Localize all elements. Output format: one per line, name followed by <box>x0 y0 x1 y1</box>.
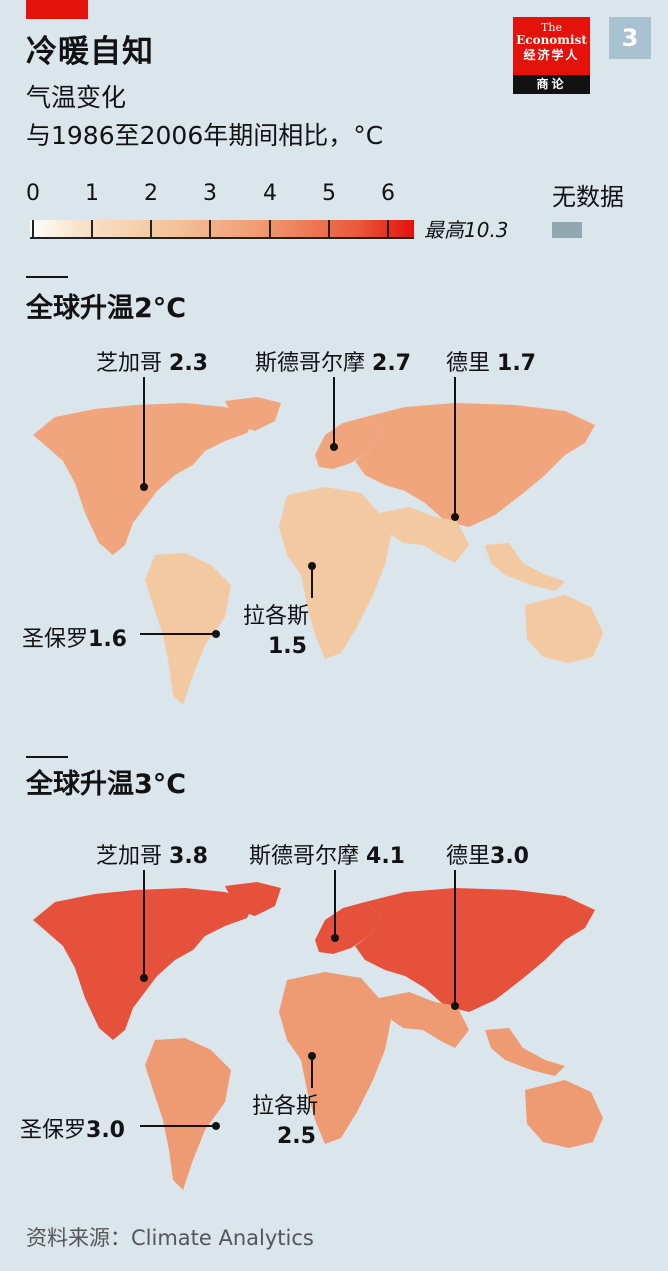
brand-red-bar <box>26 0 88 19</box>
panel2-arabia-india <box>379 992 469 1048</box>
p2-label-saopaulo: 圣保罗3.0 <box>20 1112 125 1144</box>
panel2-world-map <box>33 882 603 1190</box>
p1-leader-saopaulo <box>140 633 216 635</box>
p2-label-lagos-name: 拉各斯 <box>252 1094 319 1119</box>
color-scale-bar <box>30 220 414 238</box>
p2-saopaulo-value: 3.0 <box>86 1118 125 1143</box>
p1-leader-stockholm <box>333 377 335 447</box>
panel1-arabia-india <box>379 507 469 563</box>
scale-tick-3 <box>209 220 211 238</box>
legend-max-label: 最高10.3 <box>424 218 509 242</box>
p2-delhi-value: 3.0 <box>490 844 529 869</box>
p1-leader-lagos <box>311 566 313 598</box>
panel1-greenland <box>225 397 281 431</box>
legend-tick-4: 4 <box>263 181 277 206</box>
p1-label-delhi: 德里 1.7 <box>446 345 536 377</box>
scale-baseline <box>30 237 414 239</box>
scale-tick-0 <box>32 220 34 238</box>
scale-tick-4 <box>269 220 271 238</box>
panel1-rule <box>26 276 68 278</box>
panel2-title: 全球升温3°C <box>26 769 187 800</box>
logo-economist: Economist <box>516 33 587 47</box>
p1-saopaulo-value: 1.6 <box>88 627 127 652</box>
economist-logo: The Economist 经济学人 商论 <box>513 17 590 94</box>
p1-leader-chicago <box>143 377 145 487</box>
p2-leader-saopaulo <box>140 1125 216 1127</box>
p2-dot-stockholm <box>331 934 339 942</box>
p1-label-stockholm: 斯德哥尔摩 2.7 <box>255 345 411 377</box>
panel1-africa <box>279 487 391 659</box>
panel2-asia <box>355 888 595 1012</box>
chart-subtitle-period: 与1986至2006年期间相比，°C <box>26 121 384 150</box>
panel1-south-america <box>145 553 231 705</box>
p1-saopaulo-name: 圣保罗 <box>22 627 89 652</box>
legend-tick-1: 1 <box>85 181 99 206</box>
scale-tick-6 <box>387 220 389 238</box>
p2-leader-chicago <box>143 870 145 978</box>
p2-dot-delhi <box>451 1002 459 1010</box>
panel1-title: 全球升温2°C <box>26 293 187 324</box>
logo-bottom: 商论 <box>513 75 590 94</box>
legend-tick-0: 0 <box>26 181 40 206</box>
p2-leader-lagos <box>311 1056 313 1088</box>
panel2-africa <box>279 972 391 1144</box>
chart-title: 冷暖自知 <box>26 34 154 70</box>
scale-tick-5 <box>328 220 330 238</box>
p2-label-stockholm: 斯德哥尔摩 4.1 <box>249 838 405 870</box>
panel2-greenland <box>225 882 281 916</box>
legend-tick-5: 5 <box>322 181 336 206</box>
p1-chicago-name: 芝加哥 <box>96 351 163 376</box>
panel2-south-america <box>145 1038 231 1190</box>
p2-delhi-name: 德里 <box>446 844 491 869</box>
p1-dot-delhi <box>451 513 459 521</box>
legend-tick-3: 3 <box>203 181 217 206</box>
p2-saopaulo-name: 圣保罗 <box>20 1118 87 1143</box>
p1-stockholm-name: 斯德哥尔摩 <box>255 351 366 376</box>
p1-delhi-name: 德里 <box>446 351 491 376</box>
p2-label-chicago: 芝加哥 3.8 <box>96 838 208 870</box>
panel2-australia <box>525 1080 603 1148</box>
logo-the: The <box>541 21 562 34</box>
panel1-se-asia <box>485 543 565 591</box>
panel1-world-map <box>33 397 603 705</box>
panel1-australia <box>525 595 603 663</box>
panel2-rule <box>26 756 68 758</box>
p1-stockholm-value: 2.7 <box>372 351 411 376</box>
p2-label-delhi: 德里3.0 <box>446 838 529 870</box>
panel1-europe <box>315 417 381 469</box>
p1-chicago-value: 2.3 <box>169 351 208 376</box>
legend-no-data-swatch <box>552 222 582 238</box>
p1-dot-stockholm <box>330 443 338 451</box>
p2-leader-stockholm <box>334 870 336 938</box>
p1-dot-saopaulo <box>212 630 220 638</box>
scale-tick-2 <box>150 220 152 238</box>
panel2-se-asia <box>485 1028 565 1076</box>
p2-leader-delhi <box>454 870 456 1006</box>
p1-dot-chicago <box>140 483 148 491</box>
p1-label-lagos-value: 1.5 <box>268 634 307 659</box>
p2-stockholm-name: 斯德哥尔摩 <box>249 844 360 869</box>
p1-label-saopaulo: 圣保罗1.6 <box>22 621 127 653</box>
p1-label-chicago: 芝加哥 2.3 <box>96 345 208 377</box>
chart-subtitle: 气温变化 <box>26 83 127 112</box>
chart-number-badge: 3 <box>609 17 651 59</box>
legend-no-data-label: 无数据 <box>552 183 624 211</box>
legend-tick-6: 6 <box>381 181 395 206</box>
p2-dot-chicago <box>140 974 148 982</box>
p2-chicago-value: 3.8 <box>169 844 208 869</box>
legend-tick-2: 2 <box>144 181 158 206</box>
logo-chinese: 经济学人 <box>523 48 580 62</box>
p2-dot-saopaulo <box>212 1122 220 1130</box>
scale-tick-1 <box>91 220 93 238</box>
source-note: 资料来源：Climate Analytics <box>26 1226 314 1250</box>
p2-label-lagos-value: 2.5 <box>277 1124 316 1149</box>
p1-leader-delhi <box>454 377 456 517</box>
p1-label-lagos-name: 拉各斯 <box>243 604 310 629</box>
p2-chicago-name: 芝加哥 <box>96 844 163 869</box>
p1-delhi-value: 1.7 <box>497 351 536 376</box>
panel1-asia <box>355 403 595 527</box>
p2-stockholm-value: 4.1 <box>366 844 405 869</box>
